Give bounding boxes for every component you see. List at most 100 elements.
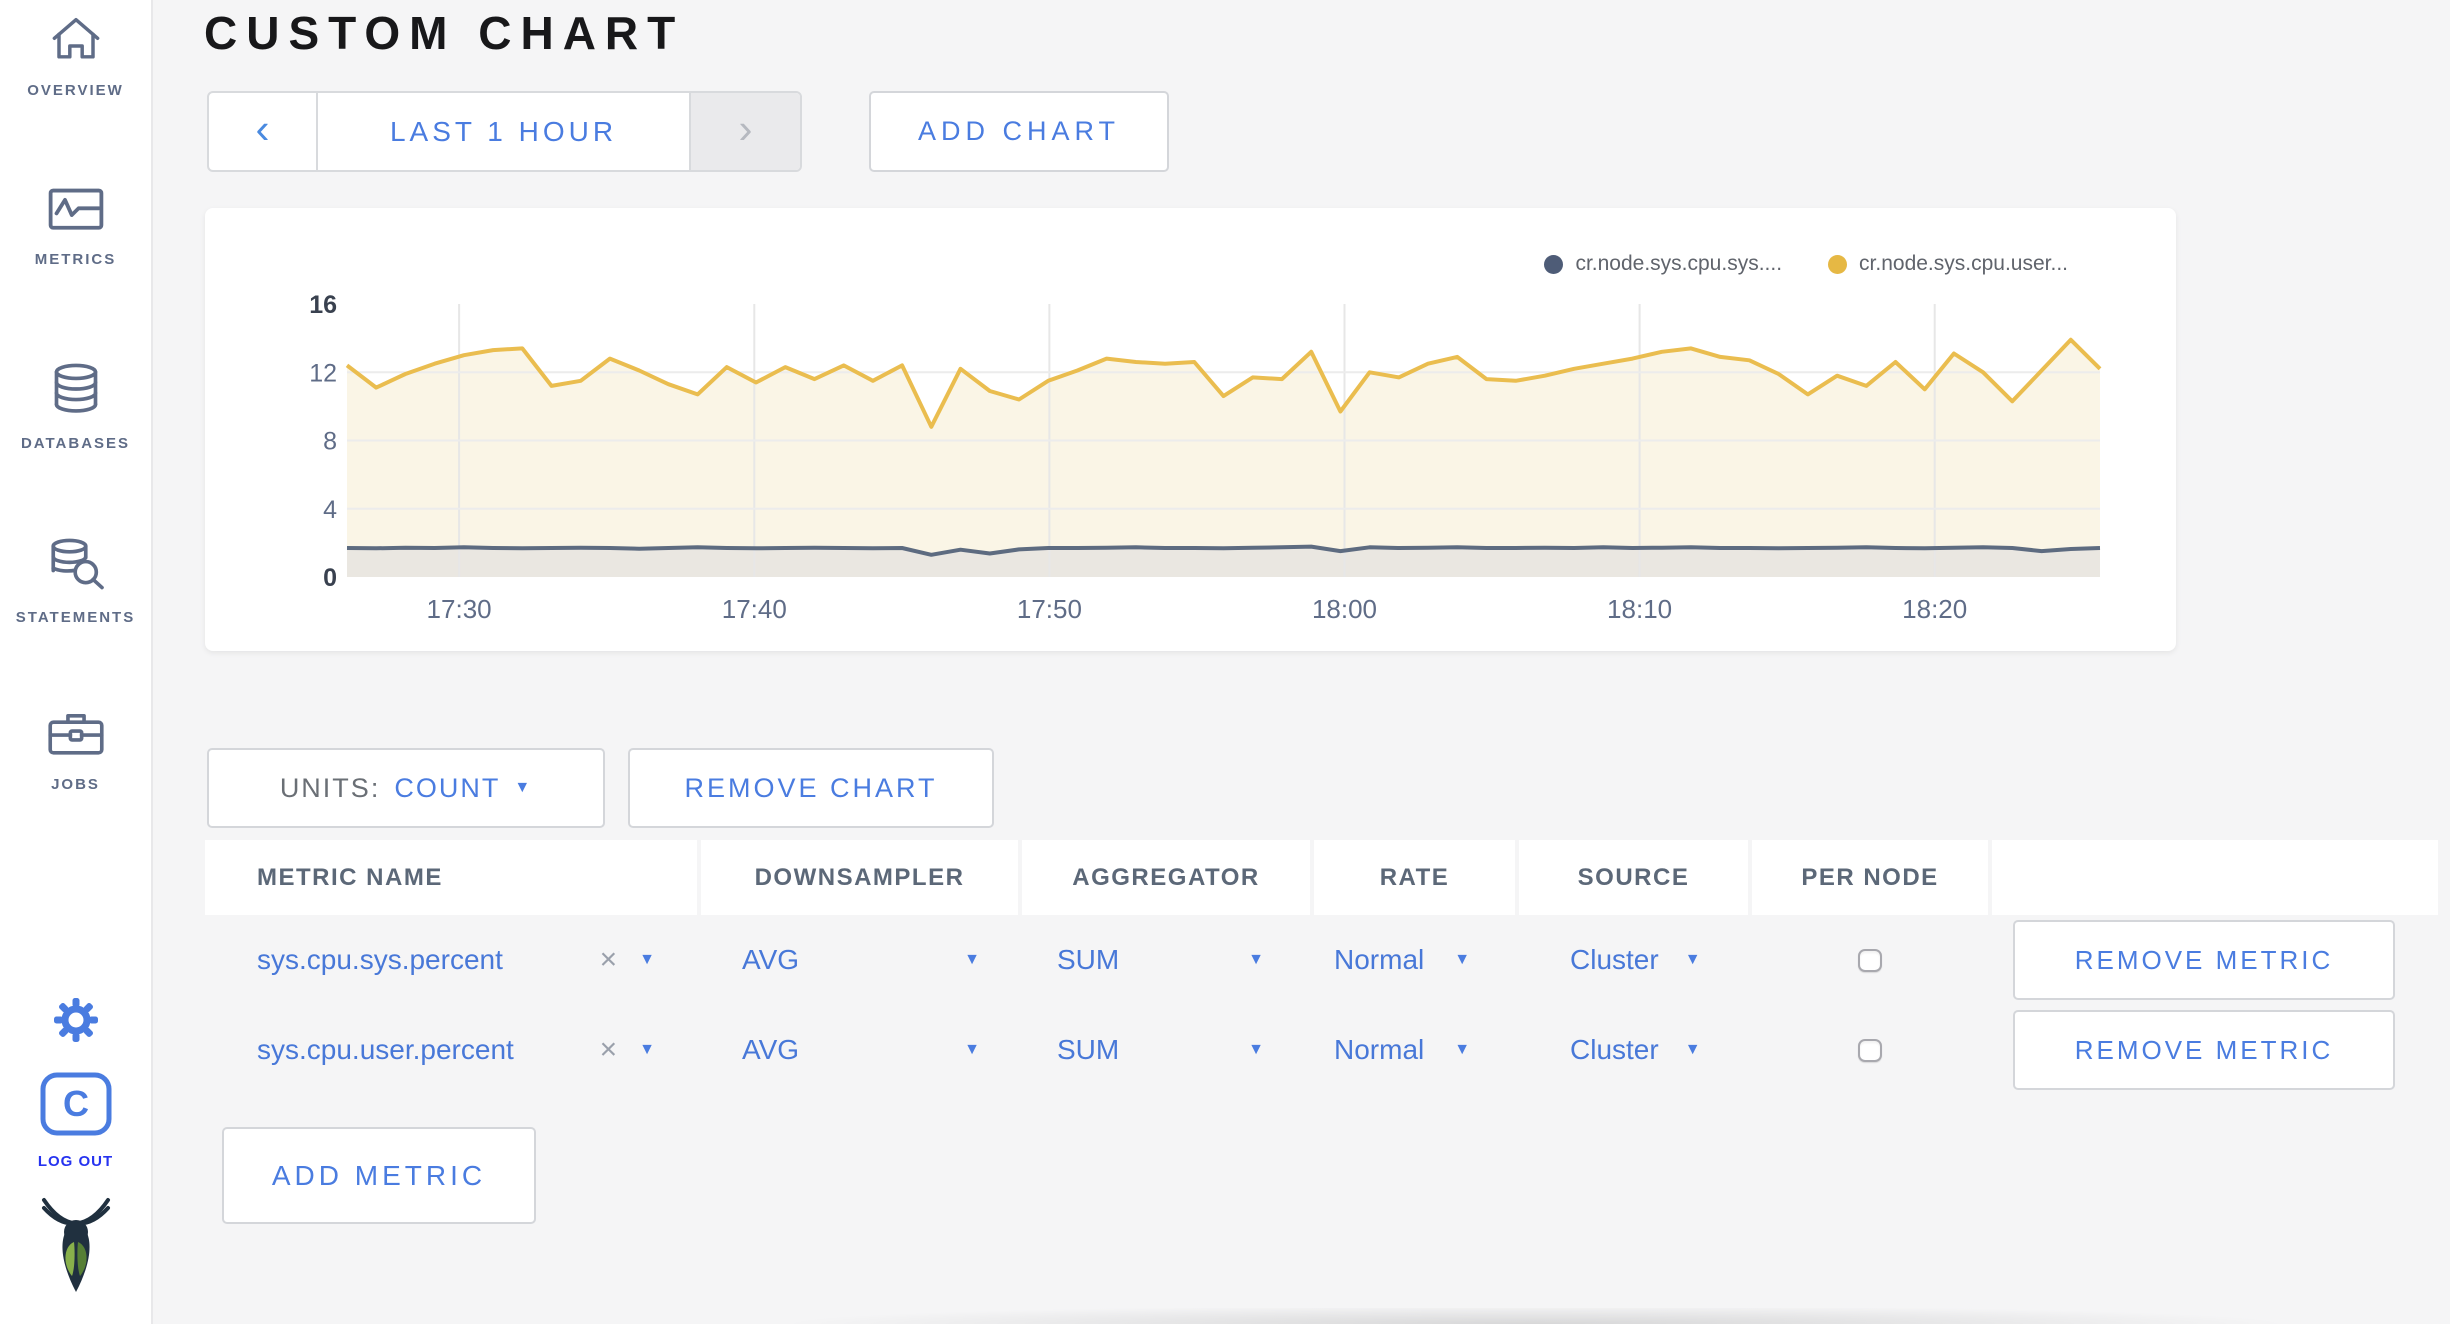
source-cell[interactable]: Cluster ▼ (1519, 915, 1748, 1005)
chevron-down-icon: ▼ (1684, 1041, 1701, 1058)
chevron-down-icon[interactable]: ▼ (639, 951, 655, 968)
units-value: COUNT (394, 772, 501, 803)
svg-text:17:30: 17:30 (427, 594, 492, 624)
svg-text:16: 16 (309, 291, 337, 319)
logout-c-icon: C (40, 1072, 111, 1136)
svg-text:18:20: 18:20 (1902, 594, 1967, 624)
chevron-down-icon: ▼ (964, 951, 980, 968)
svg-text:12: 12 (309, 359, 337, 387)
downsampler-cell[interactable]: AVG ▼ (701, 1005, 1018, 1095)
legend-item-sys[interactable]: cr.node.sys.cpu.sys.... (1544, 252, 1782, 276)
remove-metric-button[interactable]: REMOVE METRIC (2013, 1010, 2395, 1090)
page-bottom-shadow (620, 1308, 2450, 1324)
legend-item-user[interactable]: cr.node.sys.cpu.user... (1828, 252, 2068, 276)
rate-cell[interactable]: Normal ▼ (1314, 1005, 1515, 1095)
metric-name[interactable]: sys.cpu.sys.percent (257, 944, 503, 975)
logout-button[interactable]: C LOG OUT (0, 1072, 151, 1170)
header-per-node: PER NODE (1752, 840, 1988, 915)
per-node-cell (1752, 1005, 1988, 1095)
aggregator-value: SUM (1057, 1034, 1120, 1065)
chevron-down-icon: ▼ (964, 1041, 980, 1058)
chevron-left-icon: ‹ (255, 104, 270, 152)
time-range-next-button[interactable]: › (689, 93, 800, 170)
page-title: CUSTOM CHART (204, 7, 685, 59)
time-range-selector: ‹ LAST 1 HOUR › (207, 91, 802, 172)
time-range-label[interactable]: LAST 1 HOUR (389, 115, 618, 147)
database-icon (54, 363, 97, 413)
timeseries-chart: 0 4 8 12 16 17:30 17:40 17:50 18:00 18:10 18:20 (309, 291, 2102, 624)
rate-cell[interactable]: Normal ▼ (1314, 915, 1515, 1005)
remove-chart-button[interactable]: REMOVE CHART (628, 748, 994, 828)
table-row: sys.cpu.sys.percent × ▼ AVG ▼ SUM ▼ Norm… (205, 915, 2438, 1005)
sidebar-item-metrics[interactable]: METRICS (0, 188, 151, 268)
cockroach-bug-icon (41, 1198, 110, 1292)
metric-name-cell: sys.cpu.user.percent × ▼ (205, 1005, 697, 1095)
svg-text:8: 8 (323, 428, 337, 456)
settings-gear-button[interactable] (0, 996, 151, 1049)
svg-text:C: C (63, 1083, 89, 1124)
actions-cell: REMOVE METRIC (1992, 915, 2438, 1005)
header-rate: RATE (1314, 840, 1515, 915)
header-source: SOURCE (1519, 840, 1748, 915)
sidebar-item-overview[interactable]: OVERVIEW (0, 12, 151, 99)
sidebar-item-label: DATABASES (20, 435, 131, 452)
legend-dot-sys (1544, 254, 1564, 274)
per-node-cell (1752, 915, 1988, 1005)
chevron-down-icon: ▼ (1248, 1041, 1264, 1058)
add-metric-button[interactable]: ADD METRIC (222, 1127, 536, 1224)
sidebar-item-label: OVERVIEW (27, 82, 124, 99)
metrics-table-header: METRIC NAME DOWNSAMPLER AGGREGATOR RATE … (205, 840, 2438, 915)
sidebar-item-databases[interactable]: DATABASES (0, 362, 151, 452)
logout-label: LOG OUT (37, 1153, 114, 1170)
statements-icon (50, 538, 104, 590)
rate-value: Normal (1334, 944, 1425, 975)
per-node-checkbox[interactable] (1858, 948, 1882, 972)
source-cell[interactable]: Cluster ▼ (1519, 1005, 1748, 1095)
sidebar-item-jobs[interactable]: JOBS (0, 710, 151, 793)
downsampler-value: AVG (742, 944, 800, 975)
units-dropdown[interactable]: UNITS: COUNT ▼ (207, 748, 605, 828)
sidebar: OVERVIEW METRICS DATABASES (0, 0, 153, 1324)
chevron-down-icon: ▼ (1454, 951, 1471, 968)
chart-legend: cr.node.sys.cpu.sys.... cr.node.sys.cpu.… (1544, 252, 2068, 276)
legend-label-user: cr.node.sys.cpu.user... (1859, 252, 2068, 275)
chart-card: cr.node.sys.cpu.sys.... cr.node.sys.cpu.… (205, 208, 2176, 651)
clear-metric-icon[interactable]: × (599, 1033, 618, 1066)
jobs-icon (47, 713, 104, 755)
header-aggregator: AGGREGATOR (1022, 840, 1310, 915)
svg-text:17:50: 17:50 (1017, 594, 1082, 624)
per-node-checkbox[interactable] (1858, 1038, 1882, 1062)
chevron-down-icon: ▼ (1684, 951, 1701, 968)
chevron-down-icon[interactable]: ▼ (639, 1041, 655, 1058)
svg-text:17:40: 17:40 (722, 594, 787, 624)
add-chart-button[interactable]: ADD CHART (869, 91, 1169, 172)
metrics-icon (48, 188, 103, 230)
aggregator-value: SUM (1057, 944, 1120, 975)
aggregator-cell[interactable]: SUM ▼ (1022, 915, 1310, 1005)
header-metric-name: METRIC NAME (205, 840, 697, 915)
source-value: Cluster (1570, 1034, 1659, 1065)
home-icon (52, 17, 99, 59)
chevron-down-icon: ▼ (1248, 951, 1264, 968)
legend-dot-user (1828, 254, 1848, 274)
sidebar-item-label: METRICS (34, 251, 117, 268)
chevron-down-icon: ▼ (1454, 1041, 1471, 1058)
clear-metric-icon[interactable]: × (599, 943, 618, 976)
metric-name[interactable]: sys.cpu.user.percent (257, 1034, 514, 1065)
svg-text:18:10: 18:10 (1607, 594, 1672, 624)
cockroach-logo (0, 1196, 151, 1299)
time-range-prev-button[interactable]: ‹ (209, 93, 318, 170)
sidebar-item-label: JOBS (51, 776, 100, 793)
downsampler-cell[interactable]: AVG ▼ (701, 915, 1018, 1005)
metric-name-cell: sys.cpu.sys.percent × ▼ (205, 915, 697, 1005)
legend-label-sys: cr.node.sys.cpu.sys.... (1575, 252, 1783, 275)
svg-text:4: 4 (323, 496, 337, 524)
aggregator-cell[interactable]: SUM ▼ (1022, 1005, 1310, 1095)
header-downsampler: DOWNSAMPLER (701, 840, 1018, 915)
rate-value: Normal (1334, 1034, 1425, 1065)
metrics-table: METRIC NAME DOWNSAMPLER AGGREGATOR RATE … (205, 840, 2438, 1095)
svg-text:18:00: 18:00 (1312, 594, 1377, 624)
downsampler-value: AVG (742, 1034, 800, 1065)
sidebar-item-statements[interactable]: STATEMENTS (0, 538, 151, 626)
remove-metric-button[interactable]: REMOVE METRIC (2013, 920, 2395, 1000)
